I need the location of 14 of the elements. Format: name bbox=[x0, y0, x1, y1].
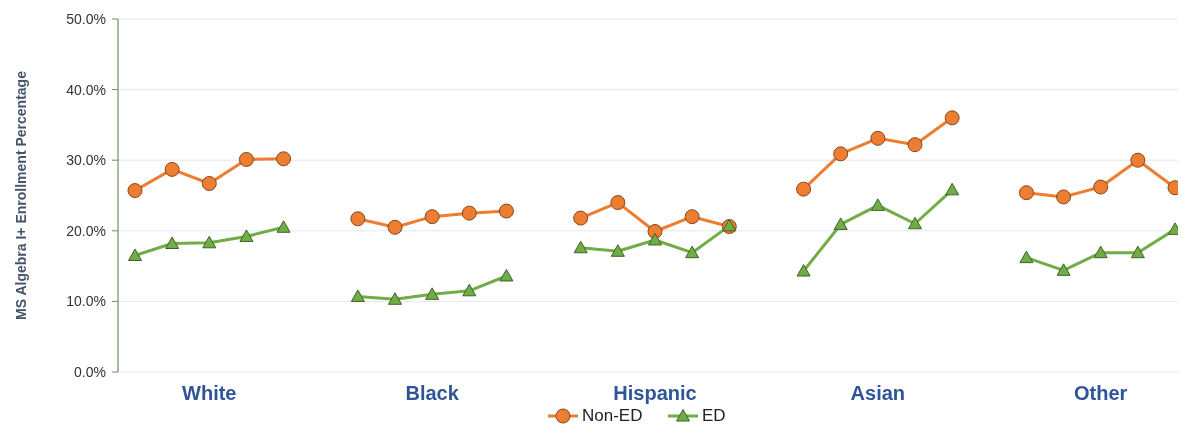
y-tick-label: 10.0% bbox=[66, 293, 106, 310]
y-tick-label: 20.0% bbox=[66, 222, 106, 239]
x-tick-label: Black bbox=[405, 382, 460, 404]
y-tick-label: 40.0% bbox=[66, 81, 106, 98]
y-axis-title: MS Algebra I+ Enrollment Percentage bbox=[13, 70, 29, 320]
x-tick-label: Asian bbox=[850, 382, 906, 404]
legend-label: ED bbox=[702, 406, 726, 425]
y-tick-label: 30.0% bbox=[66, 152, 106, 169]
legend-label: Non-ED bbox=[582, 406, 643, 425]
x-tick-label: Other bbox=[1074, 382, 1128, 404]
x-tick-label: White bbox=[182, 382, 237, 404]
x-tick-label: Hispanic bbox=[613, 382, 697, 404]
y-tick-label: 50.0% bbox=[66, 10, 106, 27]
y-tick-label: 0.0% bbox=[74, 363, 106, 380]
